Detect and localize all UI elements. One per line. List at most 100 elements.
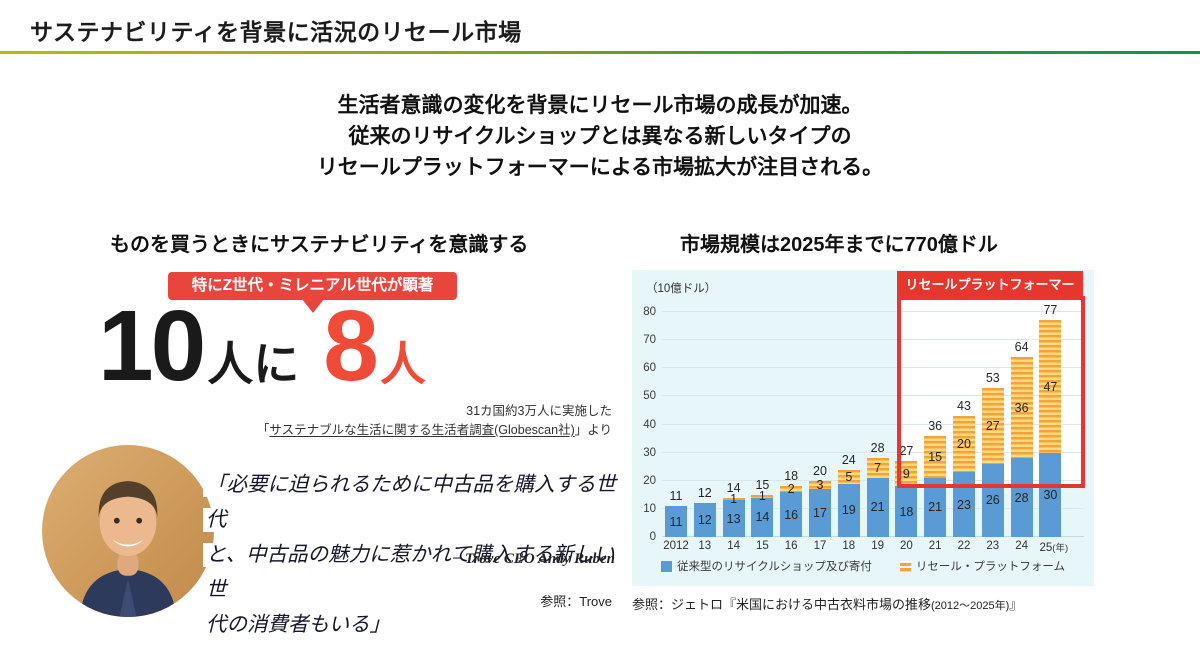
resale-market-chart: （10億ドル） 0 10 20 30 40 50 60 70 80 11 11 12 12 1 13 14 1… [632,270,1094,586]
bar-blue-segment [809,489,831,537]
bar-orange-segment [1039,320,1062,453]
stat-kana-nin: 人 [379,338,426,390]
bar-blue-value: 19 [841,503,856,518]
bar-blue-value: 12 [697,513,712,528]
ceo-quote: 「必要に迫られるために中古品を購入する世代 と、中古品の魅力に惹かれて購入する新… [203,468,633,643]
y-tick-label: 10 [643,502,656,515]
bar-orange-segment [981,387,1004,464]
x-tick-label: 16 [784,540,798,552]
y-tick-label: 80 [643,306,656,318]
bar-orange-value: 1 [758,489,766,504]
bar-blue-segment [665,506,687,537]
bar-blue-value: 14 [755,510,770,525]
bar-blue-segment [722,500,745,537]
bar-orange-value: 2 [787,482,795,497]
chart-plot-area: 11 11 12 12 1 13 14 1 14 15 2 16 18 3 17 20 5 19 24 7 21 28 9 1… [662,303,1084,537]
bar-blue-value: 17 [813,506,827,521]
survey-source-close: 」より [574,422,612,437]
bar-total-value: 64 [1014,340,1029,354]
survey-link[interactable]: サステナブルな生活に関する生活者調査(Globescan社) [269,422,575,437]
bar-total-value: 15 [755,477,770,492]
bar-blue-value: 11 [669,514,683,529]
bar-total-value: 28 [870,441,885,456]
bar-blue-value: 16 [784,507,799,522]
bar-total-value: 11 [669,489,683,504]
chart-reference-main: 参照：ジェトロ『米国における中古衣料市場の推移 [632,597,932,612]
bar-blue-segment [837,483,860,537]
bar-orange-value: 47 [1043,379,1058,394]
trove-reference: 参照：Trove [540,594,612,609]
x-tick-label: 20 [899,540,913,552]
bar-orange-value: 7 [874,461,882,476]
gridline [662,367,1084,369]
bar-blue-value: 30 [1043,487,1058,502]
bar-total-value: 12 [697,486,712,501]
y-tick-label: 30 [643,446,656,459]
highlight-badge: リセールプラットフォーマー [897,271,1083,296]
left-section-heading: ものを買うときにサステナビリティを意識する [110,234,529,256]
bar-orange-segment [866,458,889,478]
y-tick-label: 70 [643,334,656,347]
bar-orange-segment [722,497,745,501]
gridline [662,395,1084,397]
ceo-photo [42,445,214,617]
bar-orange-segment [1010,357,1033,459]
bar-orange-segment [751,494,774,498]
chart-reference-years: (2012～2025年) [931,600,1010,612]
bar-orange-segment [780,486,803,492]
legend-item-recycle: 従来型のリサイクルショップ及び寄付 [660,558,872,574]
bar-orange-value: 5 [845,469,853,484]
ceo-photo-graphic [42,445,214,617]
bar-orange-value: 3 [816,477,824,492]
y-axis-labels: 0 10 20 30 40 50 60 70 80 [632,306,658,543]
title-divider [0,51,1200,54]
legend-platform-label: リセール・プラットフォーム [915,561,1066,573]
bar-blue-segment [751,497,774,537]
generation-badge: 特にZ世代・ミレニアル世代が顕著 [168,272,457,313]
legend-blue-swatch-icon [660,560,672,572]
x-tick-label: 24 [1015,540,1028,552]
x-tick-label: 23 [986,540,1000,552]
intro-text: 生活者意識の変化を背景にリセール市場の成長が加速。 従来のリサイクルショップとは… [316,94,884,179]
x-tick-label: 13 [698,540,712,552]
bar-blue-segment [866,477,889,537]
chart-unit-label: （10億ドル） [646,283,717,295]
chart-reference-close: 』 [1009,597,1023,612]
page-title: サステナビリティを背景に活況のリセール市場 [30,19,522,45]
x-tick-label: 14 [727,540,740,552]
bar-blue-segment [693,503,716,537]
gridline [662,311,1084,312]
bar-orange-segment [953,416,975,473]
bar-blue-value: 21 [870,500,885,515]
stat-kana-nin-ni: 人に [207,338,300,390]
x-axis-year-suffix: (年) [1052,543,1069,554]
y-tick-label: 20 [643,474,656,487]
survey-source: 31カ国約3万人に実施した 「サステナブルな生活に関する生活者調査(Globes… [230,402,612,440]
highlight-box [897,296,1085,488]
y-tick-label: 50 [643,390,656,403]
bar-orange-value: 9 [902,466,910,481]
bar-blue-value: 28 [1014,490,1029,505]
stat-number-8: 8 [323,290,379,402]
bar-orange-value: 36 [1014,400,1029,415]
x-tick-label: 19 [871,540,884,552]
bar-blue-segment [1010,458,1033,537]
gridline [662,451,1084,453]
bar-orange-segment [837,469,860,484]
bar-orange-segment [924,435,947,478]
y-tick-label: 40 [643,418,656,431]
stat-number-10: 10 [98,290,206,402]
quote-attribution: − Trove CEO Andy Ruben [452,551,615,567]
statistic-8-of-10: 10 人に 8 人 [98,296,426,396]
x-tick-label: 2012 [663,540,689,552]
x-tick-label: 22 [957,540,971,552]
bar-orange-segment [809,480,831,490]
bar-total-value: 27 [899,444,914,459]
y-tick-label: 0 [649,531,656,543]
survey-source-line1: 31カ国約3万人に実施した [466,404,612,418]
bar-total-value: 36 [928,418,943,433]
bar-blue-value: 18 [899,504,914,519]
x-axis-labels: 2012 13 14 15 16 17 18 19 20 21 22 23 24 25(年) [662,540,1084,556]
bar-orange-value: 15 [928,449,943,464]
